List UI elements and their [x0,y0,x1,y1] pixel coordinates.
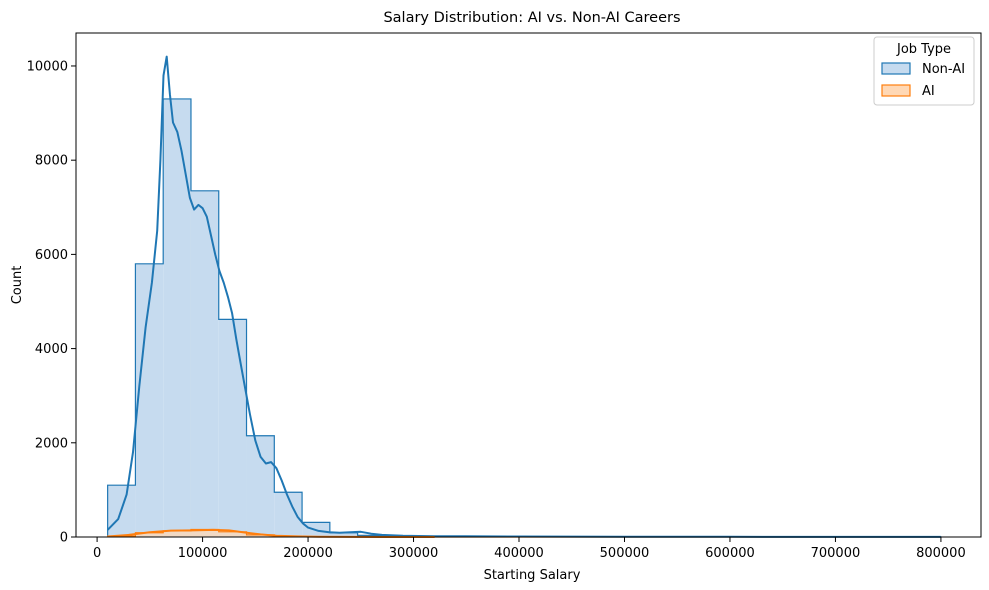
histogram-bar [190,529,219,537]
histogram-bar [329,532,358,537]
legend-title: Job Type [896,42,951,57]
y-axis-label: Count [10,266,25,305]
x-axis: 0 100000 200000 300000 400000 500000 600000 700… [93,537,966,561]
histogram-bar [218,531,247,537]
legend: Job Type Non-AI AI [873,36,975,106]
histogram-bar [218,319,247,537]
x-tick-label: 500000 [600,546,650,561]
x-tick-label: 0 [93,546,101,561]
x-tick-label: 700000 [811,546,861,561]
x-tick-label: 200000 [283,546,333,561]
x-axis-label: Starting Salary [484,568,581,583]
legend-label-ai: AI [922,84,935,99]
histogram-bar [163,98,191,538]
y-axis: 0 2000 4000 6000 8000 10000 [27,59,76,546]
histogram-bar [246,435,275,537]
y-tick-label: 0 [60,531,68,546]
y-tick-label: 6000 [35,248,68,263]
x-tick-label: 400000 [494,546,544,561]
plot-frame [75,32,982,538]
histogram-bar [163,530,191,537]
histogram-bar [135,532,164,537]
x-tick-label: 100000 [178,546,228,561]
legend-swatch-ai [881,84,911,97]
y-tick-label: 10000 [27,59,68,74]
legend-swatch-non-ai [881,62,911,75]
legend-label-non-ai: Non-AI [922,62,965,77]
chart-title: Salary Distribution: AI vs. Non-AI Caree… [383,10,680,26]
y-tick-label: 4000 [35,342,68,357]
histogram-bar [246,534,275,537]
x-tick-label: 300000 [389,546,439,561]
x-tick-label: 800000 [916,546,966,561]
histogram-bar [135,263,164,537]
x-tick-label: 600000 [705,546,755,561]
histogram-bar [190,190,219,538]
y-tick-label: 8000 [35,154,68,169]
y-tick-label: 2000 [35,436,68,451]
